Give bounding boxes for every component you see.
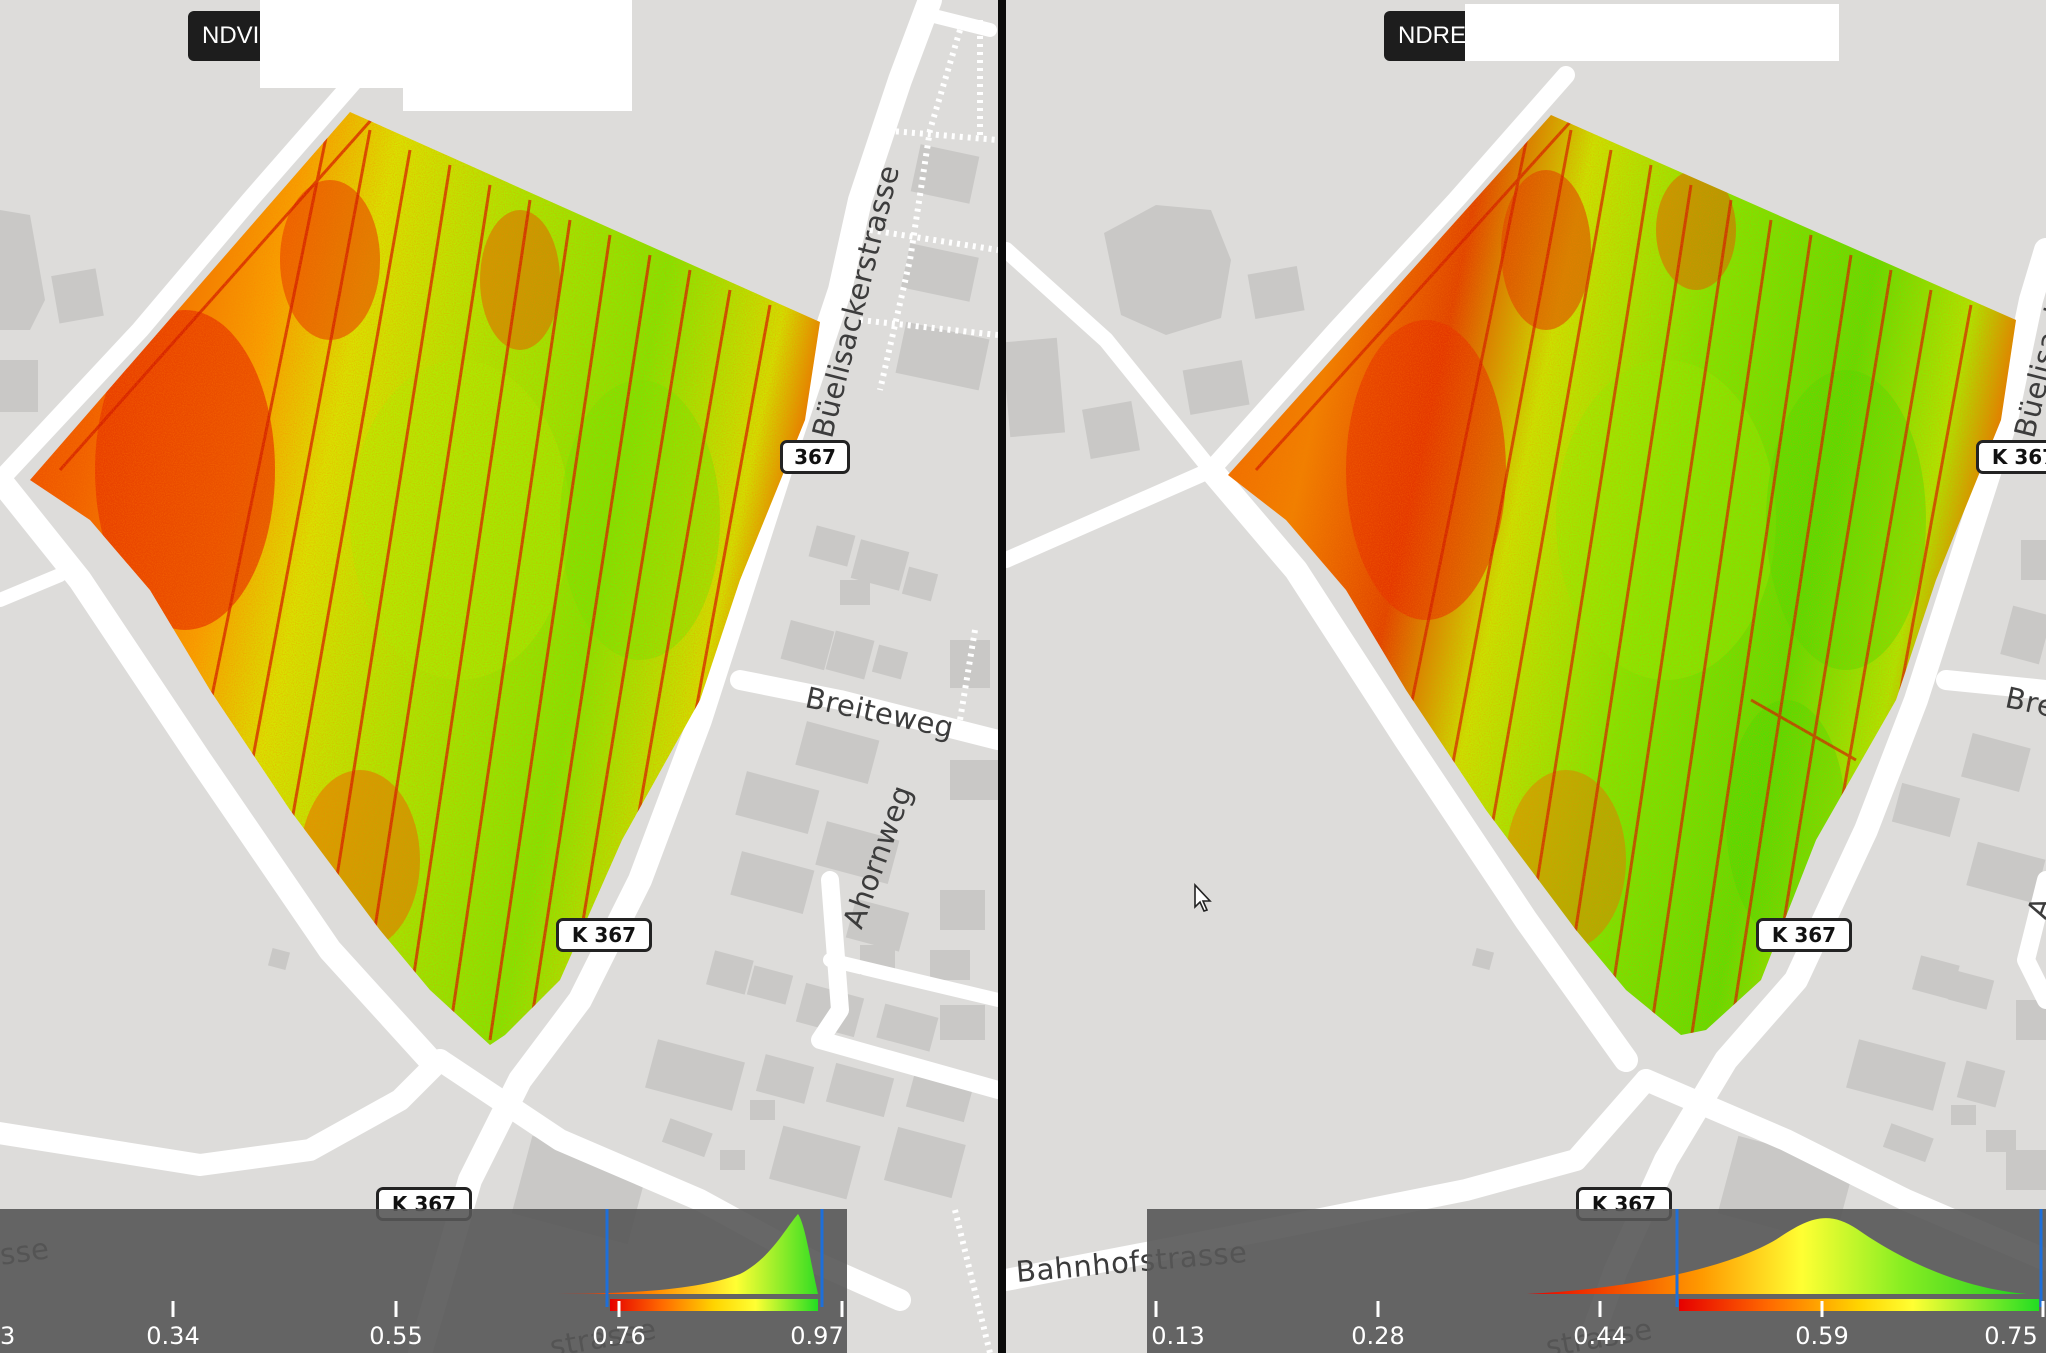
tick-label: 0.75: [1984, 1322, 2038, 1350]
histogram: [1527, 1218, 2027, 1294]
colorbar: [610, 1299, 818, 1311]
layer-badge-ndvi[interactable]: NDVI: [188, 11, 274, 61]
tick-label: 0.76: [592, 1322, 646, 1350]
redaction-box: [403, 80, 632, 111]
legend-ndvi[interactable]: [0, 1209, 847, 1353]
road-shield: K 367: [1976, 440, 2046, 474]
map-panel-ndvi[interactable]: NDVI Büelisackerstrasse Breiteweg Ahornw…: [0, 0, 998, 1353]
road-shield: 367: [780, 440, 850, 474]
ndvi-field-overlay[interactable]: [0, 100, 850, 1060]
split-divider[interactable]: [998, 0, 1006, 1353]
roads: [0, 0, 998, 1353]
layer-name: NDVI: [202, 22, 260, 49]
axis-ticks: [1154, 1301, 2045, 1317]
ndre-field-overlay[interactable]: [1206, 100, 2036, 1060]
histogram-colorbar[interactable]: [0, 1209, 847, 1353]
mouse-cursor-icon: [1194, 883, 1212, 912]
tick-label: 0.97: [790, 1322, 844, 1350]
colorbar: [1679, 1299, 2039, 1311]
basemap[interactable]: [0, 0, 998, 1353]
layer-badge-ndre[interactable]: NDRE: [1384, 11, 1481, 61]
footpaths: [859, 20, 998, 1353]
tick-label: 0.34: [146, 1322, 200, 1350]
tick-label: 0.44: [1573, 1322, 1627, 1350]
road-shield: K 367: [556, 918, 652, 952]
tick-label: 0.55: [369, 1322, 423, 1350]
map-panel-ndre[interactable]: NDRE Büelisacl Bre A Bahnhofstrasse stra…: [1006, 0, 2046, 1353]
redaction-box: [260, 0, 632, 88]
axis-ticks: [171, 1301, 844, 1317]
road-shield: K 367: [1756, 918, 1852, 952]
redaction-box: [1465, 4, 1839, 61]
basemap[interactable]: [1006, 0, 2046, 1353]
layer-name: NDRE: [1398, 22, 1467, 49]
legend-ndre[interactable]: [1147, 1209, 2046, 1353]
tick-label: 3: [0, 1322, 16, 1350]
tick-label: 0.28: [1351, 1322, 1405, 1350]
histogram-colorbar[interactable]: [1147, 1209, 2046, 1353]
tick-label: 0.59: [1795, 1322, 1849, 1350]
tick-label: 0.13: [1151, 1322, 1205, 1350]
histogram: [545, 1214, 818, 1294]
